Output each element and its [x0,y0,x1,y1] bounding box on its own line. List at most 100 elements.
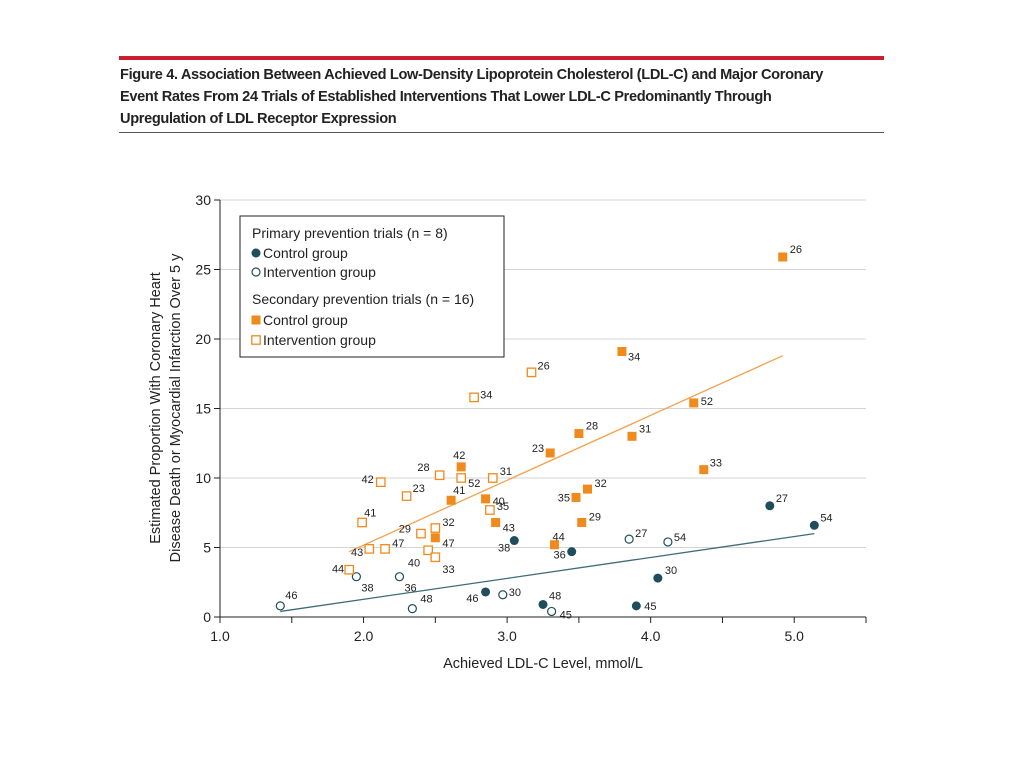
point-label: 52 [468,478,480,490]
point-label: 28 [417,462,429,474]
point-label: 54 [674,532,686,544]
point-label: 33 [710,458,722,470]
point-label: 27 [776,493,788,505]
point-label: 34 [480,389,492,401]
point-label: 48 [420,594,432,606]
secondary-control-point [577,517,587,527]
point-label: 41 [364,507,376,519]
point-label: 36 [404,583,416,595]
primary-trend-line [280,532,815,613]
point-label: 32 [442,517,454,529]
point-label: 34 [628,352,640,364]
primary-intervention-point [498,590,508,600]
legend-item-label: Intervention group [263,332,376,348]
secondary-control-point [627,431,637,441]
legend-item-label: Control group [263,312,348,328]
secondary-intervention-point [416,528,426,539]
secondary-intervention-point [430,523,441,533]
point-label: 40 [493,496,505,508]
primary-intervention-point [663,537,673,547]
point-label: 48 [549,590,561,602]
secondary-control-point [446,495,456,505]
secondary-intervention-point [526,367,537,378]
primary-control-point [809,520,819,530]
secondary-intervention-point [456,473,467,483]
point-label: 35 [558,492,570,504]
point-label: 42 [362,474,374,486]
y-axis-label-line: Estimated Proportion With Coronary Heart [148,272,164,544]
point-label: 38 [361,583,373,595]
y-tick-label: 15 [195,401,211,417]
secondary-intervention-point [375,477,386,488]
point-label: 32 [595,478,607,490]
y-tick-label: 30 [195,192,211,208]
point-label: 29 [589,511,601,523]
secondary-control-point [617,347,627,357]
x-tick-label: 5.0 [784,628,804,644]
secondary-intervention-point [357,517,367,528]
caption-divider [119,132,884,133]
secondary-control-point [481,494,491,504]
x-tick-label: 2.0 [354,628,374,644]
y-axis-label: Estimated Proportion With Coronary Heart… [148,253,184,562]
point-label: 42 [453,450,465,462]
secondary-control-point [491,517,501,527]
point-label: 36 [553,550,565,562]
primary-intervention-point [547,606,557,617]
point-label: 43 [351,547,363,559]
primary-control-point [567,547,577,557]
x-axis-label: Achieved LDL-C Level, mmol/L [443,656,643,672]
legend-item-label: Intervention group [263,264,376,280]
point-label: 44 [332,564,344,576]
point-label: 31 [500,466,512,478]
secondary-control-point [545,448,555,458]
legend-item-label: Control group [263,245,348,261]
point-label: 45 [644,601,656,613]
y-axis-label-line: Disease Death or Myocardial Infarction O… [168,253,184,562]
secondary-control-point [571,492,581,502]
primary-intervention-point [394,572,405,582]
secondary-control-point [699,465,709,475]
caption-line: Upregulation of LDL Receptor Expression [120,111,397,127]
secondary-intervention-point [344,564,355,575]
point-label: 31 [639,423,651,435]
secondary-control-point [574,429,584,439]
point-label: 35 [497,501,509,513]
y-tick-label: 0 [203,609,211,625]
figure-accent-rule [119,56,884,60]
primary-control-point [653,573,663,583]
point-label: 46 [285,590,297,602]
secondary-control-point [778,252,788,262]
point-label: 41 [453,485,465,497]
secondary-intervention-point [485,505,495,515]
secondary-intervention-point [487,473,498,483]
primary-control-point [509,536,519,546]
y-tick-label: 25 [195,262,211,278]
point-label: 40 [408,557,420,569]
y-tick-label: 20 [195,331,211,347]
point-label: 38 [498,543,510,555]
x-tick-label: 1.0 [210,628,230,644]
primary-intervention-point [407,604,417,614]
primary-control-point [538,599,548,609]
secondary-intervention-point [380,544,390,554]
secondary-intervention-point [434,470,445,481]
primary-intervention-point [275,601,285,611]
point-label: 44 [552,532,564,544]
point-label: 33 [442,564,454,576]
point-label: 29 [399,524,411,536]
x-tick-label: 3.0 [497,628,517,644]
caption-line: Figure 4. Association Between Achieved L… [120,67,824,83]
secondary-control-point [583,484,593,494]
secondary-intervention-point [364,544,375,554]
secondary-control-point [456,462,466,472]
chart-legend: Primary prevention trials (n = 8) Control… [239,215,505,358]
secondary-intervention-point [469,392,479,403]
point-label: 23 [532,443,544,455]
figure-caption: Figure 4. Association Between Achieved L… [120,64,880,130]
secondary-control-point [549,540,559,550]
point-label: 47 [442,538,454,550]
secondary-intervention-point [423,545,434,556]
point-label: 30 [665,565,677,577]
primary-intervention-point [624,534,634,544]
